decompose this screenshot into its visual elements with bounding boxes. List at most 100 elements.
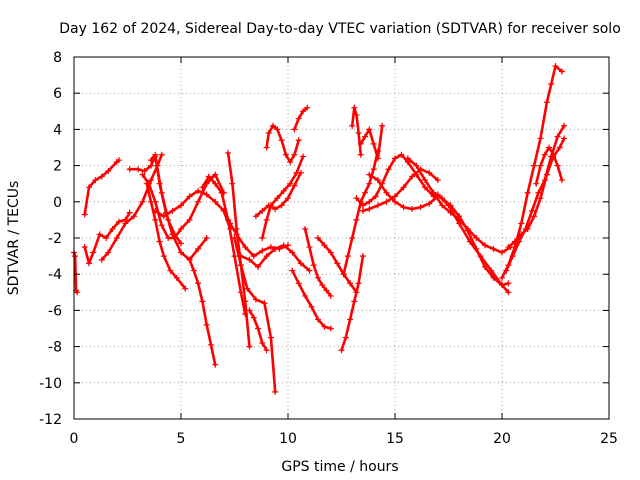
axis-ticks: 0 5 10 15 20 25 -12 -10 -8 -6 -4 -2 0 2 4 6 8 [39,50,618,447]
data-point-marker [280,242,287,249]
data-point-marker [488,267,495,274]
data-point-marker [552,63,559,70]
data-point-marker [212,180,219,187]
data-point-marker [558,177,565,184]
series-arc-20 [291,104,311,133]
data-point-marker [297,260,304,267]
series-arc-29 [359,166,441,214]
series-trace [260,155,305,240]
data-point-marker [81,211,88,218]
data-point-marker [252,213,259,220]
series-trace [361,167,440,213]
chart-title: Day 162 of 2024, Sidereal Day-to-day VTE… [59,21,621,37]
data-point-marker [355,130,362,137]
y-tick-label: -8 [48,340,62,356]
data-point-marker [518,220,525,227]
y-tick-label: -6 [48,303,62,319]
data-point-marker [85,260,92,267]
data-point-marker [218,189,225,196]
data-point-marker [160,253,167,260]
data-point-marker [362,189,369,196]
data-point-marker [554,162,561,169]
data-point-marker [90,249,97,256]
data-point-marker [430,189,437,196]
data-point-marker [227,220,234,227]
data-point-marker [518,231,525,238]
y-tick-label: -2 [48,231,62,247]
series-arc-33 [434,191,512,296]
data-point-marker [421,177,428,184]
data-point-marker [359,202,366,209]
series-trace [507,137,566,249]
series-arc-01 [71,249,81,296]
data-point-marker [212,361,219,368]
data-point-marker [72,253,79,260]
data-point-marker [148,198,155,205]
data-point-marker [481,242,488,249]
data-point-marker [263,347,270,354]
series-trace [154,189,232,231]
series-trace [201,175,247,316]
y-tick-label: -10 [39,376,62,392]
data-point-marker [509,253,516,260]
series-arc-14 [231,235,279,395]
data-point-marker [229,180,236,187]
data-point-marker [205,173,212,180]
data-point-marker [533,180,540,187]
data-point-marker [203,235,210,241]
data-point-marker [531,162,538,169]
data-point-marker [362,133,369,140]
data-point-marker [263,253,270,260]
series-arc-16 [252,169,304,220]
data-point-marker [263,216,270,223]
series-arc-18 [246,307,270,354]
data-point-marker [556,144,563,151]
data-point-marker [374,202,381,209]
data-point-marker [152,151,159,158]
data-point-marker [178,249,184,256]
data-point-marker [295,137,302,144]
series-trace [359,124,384,160]
data-point-marker [212,171,219,178]
data-point-marker [182,285,189,292]
data-point-marker [152,207,159,214]
data-point-marker [186,193,193,200]
series-arc-03 [81,209,133,267]
data-point-marker [195,198,202,205]
data-point-marker [439,202,446,209]
data-point-marker [148,177,155,184]
data-point-marker [304,104,311,111]
data-point-marker [385,166,392,173]
x-tick-label: 25 [600,431,618,447]
data-point-marker [199,184,206,191]
data-point-marker [280,187,287,194]
data-point-marker [233,231,240,238]
data-point-marker [203,191,210,198]
data-point-marker [255,325,262,332]
data-point-marker [499,282,505,289]
data-point-marker [541,151,548,158]
data-point-marker [115,157,122,164]
data-point-marker [392,193,398,200]
data-point-marker [139,171,146,178]
y-tick-label: 2 [53,159,62,175]
data-point-marker [237,253,244,260]
data-point-marker [295,115,302,122]
data-point-marker [267,334,274,341]
data-point-marker [289,267,296,274]
data-point-marker [490,245,497,252]
series-trace [226,151,251,348]
data-point-marker [139,198,146,205]
data-point-marker [561,135,568,142]
x-tick-label: 5 [177,431,186,447]
data-point-marker [417,204,424,211]
data-point-marker [115,218,122,225]
data-point-marker [535,189,542,196]
data-point-marker [259,247,266,254]
data-point-marker [537,135,544,142]
data-point-marker [359,207,366,214]
data-point-marker [374,155,381,162]
data-point-marker [244,285,251,292]
y-tick-label: 8 [53,50,62,66]
data-point-marker [299,153,306,160]
